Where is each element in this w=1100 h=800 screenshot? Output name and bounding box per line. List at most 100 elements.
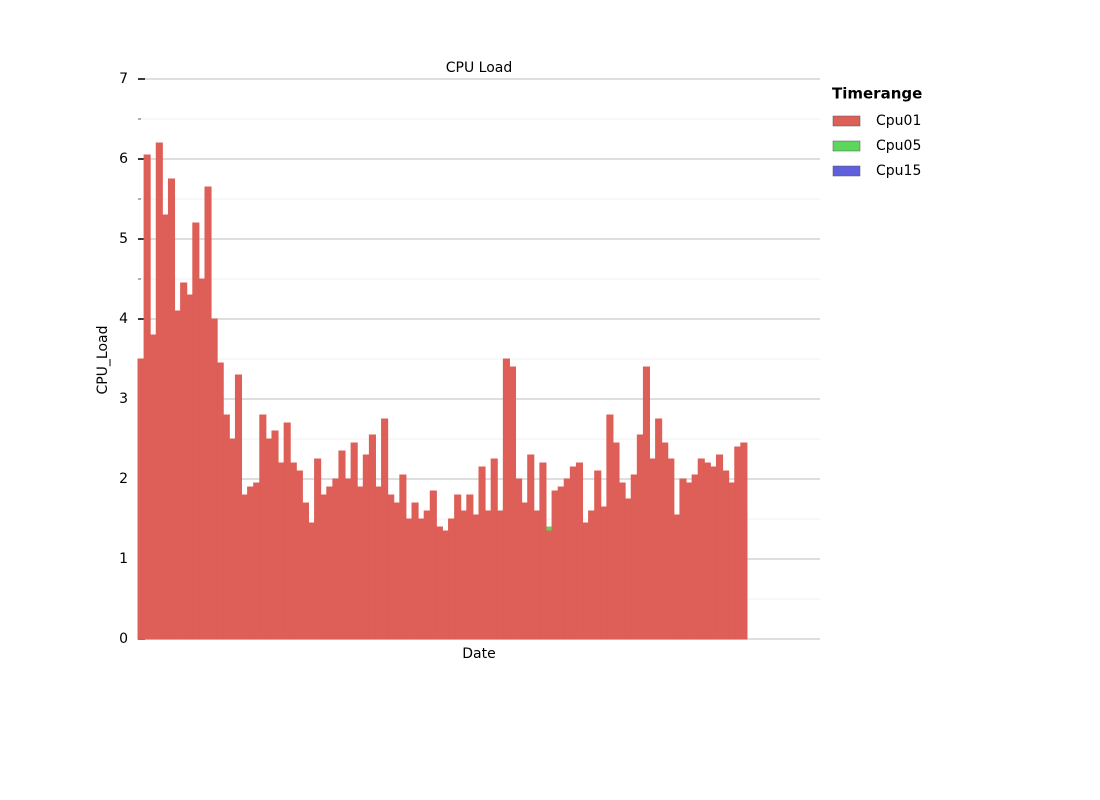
bar	[374, 486, 383, 640]
bar	[417, 518, 425, 640]
bar	[636, 434, 644, 640]
bar	[429, 490, 437, 640]
bar	[575, 462, 584, 640]
bar	[649, 458, 657, 640]
bar	[161, 214, 169, 640]
bar	[332, 478, 340, 640]
bar	[600, 506, 608, 640]
bar	[594, 470, 602, 640]
bar	[314, 458, 322, 640]
bar	[740, 442, 748, 640]
bar	[320, 494, 328, 640]
y-tick-label: 6	[119, 151, 128, 167]
bar	[734, 446, 742, 640]
bar	[484, 510, 492, 640]
bar	[143, 154, 151, 640]
bar	[709, 466, 717, 640]
bar	[234, 374, 243, 640]
y-tick-label: 3	[119, 391, 128, 407]
bar	[563, 478, 571, 640]
bar	[265, 438, 273, 640]
bar	[606, 414, 614, 640]
bar	[381, 418, 389, 640]
bar	[679, 478, 687, 640]
x-axis-label: Date	[462, 646, 495, 662]
bar	[466, 494, 474, 640]
bar	[728, 482, 736, 640]
bar	[167, 178, 176, 640]
legend-swatch	[832, 115, 861, 127]
bar	[283, 422, 291, 640]
bar	[502, 358, 510, 640]
bar	[308, 522, 316, 640]
bar	[247, 486, 255, 640]
bar	[539, 462, 547, 640]
bar	[186, 294, 194, 640]
bar	[715, 454, 724, 640]
bar	[588, 510, 596, 640]
bar	[630, 474, 638, 640]
bar	[624, 498, 632, 640]
bar	[508, 366, 517, 640]
bar	[399, 474, 407, 640]
bar	[472, 514, 480, 640]
legend-label: Cpu01	[876, 113, 921, 129]
bar	[338, 450, 346, 640]
bar	[155, 142, 163, 640]
bar	[362, 454, 370, 640]
bar	[460, 510, 468, 640]
bar	[703, 462, 711, 640]
bar	[411, 502, 419, 640]
bar	[435, 526, 443, 640]
bar	[393, 502, 401, 640]
bar	[180, 282, 188, 640]
bar	[521, 502, 529, 640]
bar	[551, 490, 559, 640]
bar	[344, 478, 352, 640]
bar	[368, 434, 376, 640]
bar	[557, 486, 565, 640]
bar	[295, 470, 303, 640]
legend-label: Cpu05	[876, 138, 921, 154]
y-tick-label: 2	[119, 471, 128, 487]
bar	[204, 186, 212, 640]
bar	[618, 482, 626, 640]
bar	[222, 414, 230, 640]
bar	[192, 222, 200, 640]
legend-label: Cpu15	[876, 163, 921, 179]
bar	[149, 334, 157, 640]
bar	[423, 510, 431, 640]
y-tick-label: 1	[119, 551, 128, 567]
y-axis-label: CPU_Load	[95, 325, 111, 394]
bar	[673, 514, 681, 640]
bar	[667, 458, 675, 640]
bar	[569, 466, 577, 640]
bar	[496, 510, 504, 640]
bar	[527, 454, 535, 640]
bar	[515, 478, 523, 640]
y-tick-label: 0	[119, 631, 128, 647]
bar	[405, 518, 413, 640]
bar	[271, 430, 279, 640]
bar	[533, 510, 541, 640]
bar	[642, 366, 650, 640]
bar	[241, 494, 249, 640]
bar	[387, 494, 395, 640]
legend: Cpu01 Cpu05 Cpu15	[832, 113, 921, 179]
bar	[137, 358, 145, 640]
bar	[612, 442, 620, 640]
bar	[661, 442, 669, 640]
bar	[356, 486, 364, 640]
bar	[655, 418, 663, 640]
bar	[253, 482, 261, 640]
bar	[685, 482, 693, 640]
legend-swatch	[832, 140, 861, 152]
bar	[198, 278, 206, 640]
bar	[478, 466, 486, 640]
bar	[722, 470, 730, 640]
bar	[289, 462, 297, 640]
bar	[691, 474, 699, 640]
bar	[326, 486, 334, 640]
bar	[697, 458, 705, 640]
